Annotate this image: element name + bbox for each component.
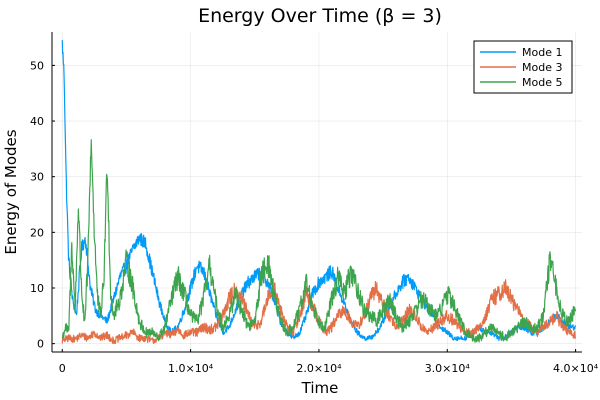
x-tick-label: 2.0×10⁴ bbox=[296, 362, 342, 375]
legend: Mode 1 Mode 3 Mode 5 bbox=[473, 40, 573, 94]
y-tick-label: 0 bbox=[37, 338, 44, 351]
series-line-mode-1 bbox=[61, 40, 577, 342]
x-tick-label: 3.0×10⁴ bbox=[425, 362, 471, 375]
chart-title: Energy Over Time (β = 3) bbox=[198, 5, 442, 27]
y-tick-label: 50 bbox=[30, 59, 44, 72]
axes bbox=[51, 32, 582, 353]
x-tick-label: 0 bbox=[59, 362, 66, 375]
x-tick-label: 1.0×10⁴ bbox=[168, 362, 214, 375]
grid bbox=[52, 32, 582, 352]
tick-labels: 0 1.0×10⁴ 2.0×10⁴ 3.0×10⁴ 4.0×10⁴ 0 10 20 30 40 50 bbox=[30, 59, 599, 375]
y-tick-label: 20 bbox=[30, 226, 44, 239]
y-tick-label: 10 bbox=[30, 282, 44, 295]
series-line-mode-5 bbox=[61, 139, 577, 343]
legend-label: Mode 3 bbox=[522, 61, 562, 74]
y-tick-label: 30 bbox=[30, 171, 44, 184]
y-tick-label: 40 bbox=[30, 115, 44, 128]
x-tick-label: 4.0×10⁴ bbox=[553, 362, 599, 375]
series-lines bbox=[61, 40, 577, 344]
legend-label: Mode 5 bbox=[522, 76, 562, 89]
x-axis-label: Time bbox=[301, 379, 339, 397]
legend-label: Mode 1 bbox=[522, 46, 562, 59]
y-axis-label: Energy of Modes bbox=[2, 129, 20, 254]
